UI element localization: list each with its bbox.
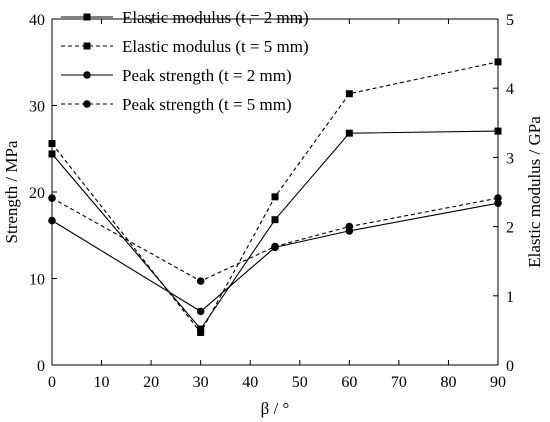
legend-square-marker xyxy=(83,13,91,21)
x-tick-label: 10 xyxy=(94,374,110,391)
series-1-point-square-marker xyxy=(271,216,279,224)
x-tick-label: 90 xyxy=(490,374,506,391)
x-tick-label: 70 xyxy=(391,374,407,391)
y-left-tick-label: 30 xyxy=(29,99,45,116)
legend-label: Peak strength (t = 2 mm) xyxy=(122,66,292,85)
series-4-point-circle-marker xyxy=(271,242,279,251)
y-axis-label-left: Strength / MPa xyxy=(2,140,21,243)
x-axis-label: β / ° xyxy=(261,399,290,418)
y-right-tick-label: 3 xyxy=(506,150,514,167)
y-right-tick-label: 2 xyxy=(506,220,514,237)
legend-entry: Elastic modulus (t = 5 mm) xyxy=(61,37,309,56)
x-tick-label: 80 xyxy=(440,374,456,391)
legend-square-marker xyxy=(83,42,91,50)
legend-entry: Elastic modulus (t = 2 mm) xyxy=(61,8,309,27)
legend-circle-marker xyxy=(83,100,91,108)
series-1-point-square-marker xyxy=(494,127,502,135)
y-left-tick-label: 20 xyxy=(29,185,45,202)
y-right-tick-label: 0 xyxy=(506,358,514,375)
y-axis-label-right: Elastic modulus / GPa xyxy=(525,116,544,268)
x-tick-label: 50 xyxy=(292,374,308,391)
legend-entry: Peak strength (t = 5 mm) xyxy=(61,95,292,114)
series-3-point-circle-marker xyxy=(48,216,56,225)
x-tick-label: 60 xyxy=(341,374,357,391)
series-layer xyxy=(48,58,502,336)
series-2-point-square-marker xyxy=(494,58,502,66)
legend-label: Elastic modulus (t = 2 mm) xyxy=(122,8,309,27)
legend-circle-marker xyxy=(83,71,91,79)
series-2-point-square-marker xyxy=(197,328,205,336)
series-1-point-square-marker xyxy=(345,129,353,137)
series-2-point-square-marker xyxy=(271,193,279,201)
y-left-tick-label: 40 xyxy=(29,12,45,29)
series-2-point-square-marker xyxy=(345,90,353,98)
x-tick-label: 40 xyxy=(242,374,258,391)
series-2-point-square-marker xyxy=(48,140,56,148)
legend-entry: Peak strength (t = 2 mm) xyxy=(61,66,292,85)
legend-label: Elastic modulus (t = 5 mm) xyxy=(122,37,309,56)
series-1-point-square-marker xyxy=(48,150,56,158)
series-4 xyxy=(48,194,502,285)
series-4-line xyxy=(51,197,499,282)
series-4-point-circle-marker xyxy=(345,222,354,231)
y-right-tick-label: 1 xyxy=(506,289,514,306)
y-right-tick-label: 4 xyxy=(506,81,514,98)
series-2 xyxy=(48,58,502,336)
y-right-tick-label: 5 xyxy=(506,12,514,29)
series-1 xyxy=(48,127,502,333)
legend-label: Peak strength (t = 5 mm) xyxy=(122,95,292,114)
x-tick-label: 20 xyxy=(143,374,159,391)
series-4-point-circle-marker xyxy=(196,277,205,285)
y-left-tick-label: 0 xyxy=(37,358,45,375)
x-tick-label: 0 xyxy=(48,374,56,391)
x-tick-label: 30 xyxy=(193,374,209,391)
series-1-line xyxy=(51,130,499,330)
y-left-tick-label: 10 xyxy=(29,272,45,289)
series-4-point-circle-marker xyxy=(494,194,502,202)
series-4-point-circle-marker xyxy=(48,194,56,202)
series-3-point-circle-marker xyxy=(196,307,205,316)
legend: Elastic modulus (t = 2 mm) Elastic modulu… xyxy=(61,8,309,114)
